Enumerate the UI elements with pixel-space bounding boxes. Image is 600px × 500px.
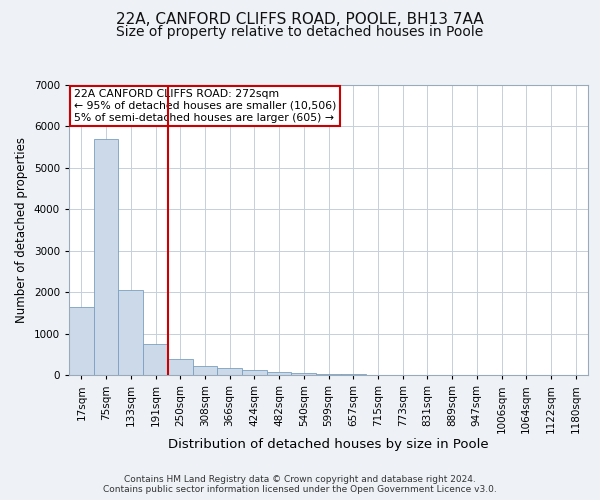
Bar (94, 139, 118, 375)
X-axis label: Distribution of detached houses by size in Poole: Distribution of detached houses by size … (168, 438, 489, 452)
Bar (143, 344, 168, 375)
Bar (168, 359, 193, 375)
Y-axis label: Number of detached properties: Number of detached properties (15, 137, 28, 323)
Bar (316, 374, 341, 375)
Bar (193, 366, 217, 375)
Bar (118, 290, 143, 375)
Text: Contains HM Land Registry data © Crown copyright and database right 2024.
Contai: Contains HM Land Registry data © Crown c… (103, 474, 497, 494)
Text: 22A, CANFORD CLIFFS ROAD, POOLE, BH13 7AA: 22A, CANFORD CLIFFS ROAD, POOLE, BH13 7A… (116, 12, 484, 28)
Bar (341, 374, 365, 375)
Bar (217, 368, 242, 375)
Text: Size of property relative to detached houses in Poole: Size of property relative to detached ho… (116, 25, 484, 39)
Bar (242, 370, 267, 375)
Bar (69, 306, 94, 375)
Bar (292, 372, 316, 375)
Bar (267, 372, 292, 375)
Text: 22A CANFORD CLIFFS ROAD: 272sqm
← 95% of detached houses are smaller (10,506)
5%: 22A CANFORD CLIFFS ROAD: 272sqm ← 95% of… (74, 90, 337, 122)
